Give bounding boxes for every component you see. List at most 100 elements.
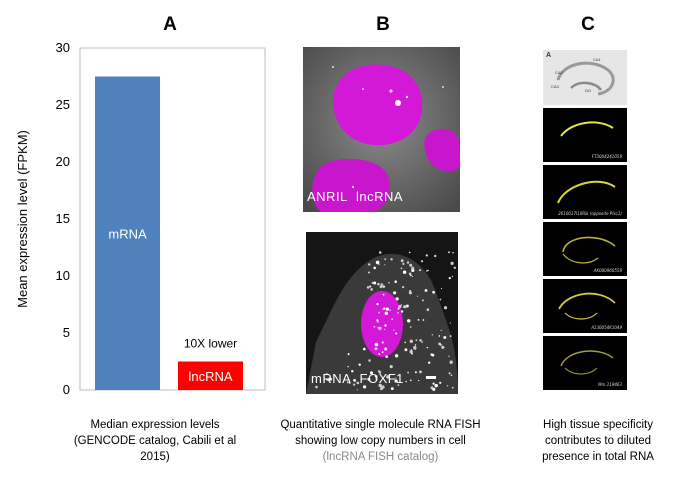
fish-dot [381,351,384,353]
fish-dot [326,372,328,375]
fish-dot [415,339,418,342]
fish-dot [431,353,435,357]
fish-dot [363,385,367,389]
caption-c-line2: contributes to diluted [544,435,652,447]
fish-dot [451,275,454,278]
fish-dot [400,267,403,270]
fish-dot [411,268,415,272]
fish-dot [440,329,442,332]
fish-dot [409,339,413,343]
y-axis-label: Mean expression level (FPKM) [15,130,30,308]
fish-dot [438,335,441,337]
hippocampus-diagram [543,50,627,105]
panel-b-letter: B [376,14,390,35]
fish-dot [395,332,398,335]
fish-dot [405,304,409,308]
tissue-strip-3-label: AK000960558 [593,268,622,273]
fish-dot [409,290,411,292]
foxf1-fish-image: mRNA FOXF1 [306,232,458,394]
fish-dot [432,382,435,385]
fish-dot [405,380,407,383]
fish-dot [418,380,420,382]
fish-dot [425,270,428,272]
fish-dot [448,251,450,254]
fish-dot [431,334,433,336]
fish-dot [451,386,454,389]
y-tick-label: 10 [56,268,70,283]
caption-c: High tissue specificity contributes to d… [528,417,668,465]
caption-c-line3: presence in total RNA [542,451,654,463]
fish-dot [439,298,442,301]
fish-dot [377,327,379,329]
fish-dot [363,347,366,351]
fish-dot [373,281,377,285]
fish-dot [377,321,379,323]
fish-dot [381,341,384,344]
caption-b: Quantitative single molecule RNA FISH sh… [268,417,493,465]
fish-dot [368,263,371,266]
fish-dot [407,319,411,323]
fish-dot [376,319,379,322]
fish-dot [406,261,410,264]
y-tick-label: 0 [63,382,70,397]
fish-dot [410,379,412,382]
fish-dot [315,385,318,389]
fish-dot [409,326,412,328]
tissue-strip-5-label: Mm.119463 [598,382,622,387]
fish-dot [419,269,421,272]
fish-dot [421,299,424,302]
panel-c-letter: C [581,14,595,35]
fish-dot [374,342,379,347]
caption-a-line1: Median expression levels [90,419,220,431]
y-tick-label: 15 [56,211,70,226]
bar-label-lncrna: lncRNA [188,369,232,384]
caption-a-line3: 2015) [140,451,170,463]
fish-dot [391,318,394,321]
fish-dot [419,370,422,374]
fish-dot [410,349,412,351]
fish-dot [384,328,386,331]
fish-dot [448,355,450,357]
fish-dot [382,285,385,288]
annotation-10x-lower: 10X lower [184,337,237,351]
fish-dot [400,259,404,263]
fish-dot [393,291,397,295]
fish-dot [390,387,394,390]
fish-dot [353,379,356,382]
fish-dot [446,385,449,387]
fish-dot [384,258,387,261]
fish-dot [375,260,380,265]
fish-dot [328,377,332,381]
anril-label: ANRIL lncRNA [307,189,404,204]
fish-dot [422,319,425,321]
caption-b-line2: showing low copy numbers in cell [295,435,466,447]
foxf1-fish-micrograph [306,232,458,394]
plot-frame [79,47,266,391]
fish-dot [411,275,413,278]
fish-dot [397,384,400,386]
tissue-strip-2: 2610017I10Rik (opposite Plxc1) [543,165,627,219]
fish-dot [430,386,434,390]
fish-dot [384,324,387,327]
fish-dot [432,290,435,294]
fish-dot [384,264,386,266]
fish-dot [368,359,371,362]
fish-dot [403,305,407,309]
fish-dot [402,262,405,265]
fish-dot [397,312,399,314]
bar-label-mrna: mRNA [108,226,147,241]
fish-dot [346,381,349,384]
fish-dot [386,375,390,379]
fish-dot [439,381,442,384]
fish-dot [413,346,417,350]
fish-dot [402,270,407,274]
fish-dot [393,329,395,331]
tissue-header-letter: A [546,52,552,59]
y-tick-label: 5 [63,325,70,340]
fish-dot [408,251,411,254]
fish-dot [427,269,429,272]
fish-dot [421,341,423,343]
fish-dot [426,308,430,312]
fish-dot [378,353,381,355]
fish-dot [408,272,412,276]
